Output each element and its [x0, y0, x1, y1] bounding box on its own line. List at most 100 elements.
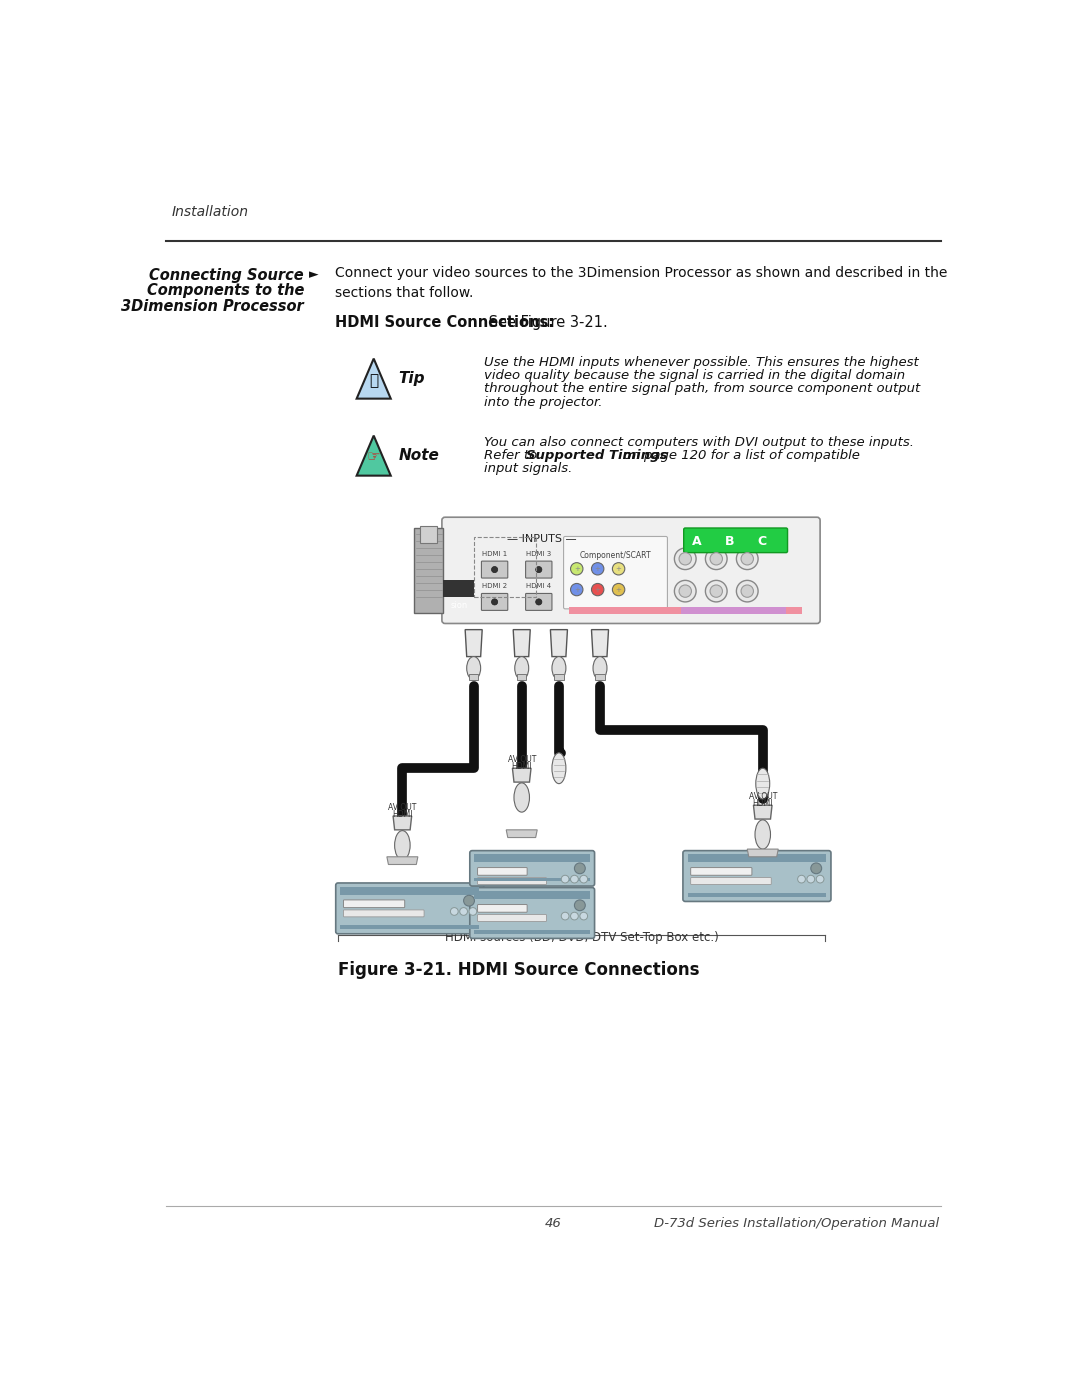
Circle shape: [570, 584, 583, 595]
Ellipse shape: [467, 657, 481, 680]
Bar: [469, 673, 478, 680]
Circle shape: [807, 876, 814, 883]
Text: into the projector.: into the projector.: [484, 395, 603, 408]
FancyBboxPatch shape: [477, 915, 546, 922]
FancyBboxPatch shape: [526, 594, 552, 610]
Bar: [474, 538, 537, 598]
Circle shape: [592, 584, 604, 595]
Circle shape: [741, 553, 754, 564]
Circle shape: [612, 584, 625, 595]
Circle shape: [710, 585, 723, 598]
Bar: [688, 893, 826, 897]
Text: Connecting Source: Connecting Source: [149, 268, 303, 282]
FancyBboxPatch shape: [683, 851, 831, 901]
Circle shape: [460, 908, 468, 915]
Text: AV OUT: AV OUT: [748, 792, 777, 800]
Text: +: +: [573, 566, 580, 571]
Circle shape: [562, 912, 569, 921]
Text: +: +: [616, 566, 621, 571]
Ellipse shape: [756, 768, 770, 799]
Bar: [681, 606, 786, 615]
Circle shape: [710, 553, 723, 564]
Circle shape: [679, 585, 691, 598]
Circle shape: [570, 563, 583, 576]
Text: Component/SCART: Component/SCART: [580, 550, 651, 560]
Text: 3Dimension Processor: 3Dimension Processor: [121, 299, 303, 313]
Text: input signals.: input signals.: [484, 462, 572, 475]
Bar: [474, 877, 590, 882]
FancyBboxPatch shape: [442, 517, 820, 623]
Text: Installation: Installation: [172, 204, 248, 218]
Circle shape: [679, 553, 691, 564]
Bar: [414, 528, 444, 613]
Polygon shape: [465, 630, 482, 657]
Bar: [474, 855, 590, 862]
Bar: [420, 527, 437, 543]
Bar: [340, 887, 480, 894]
FancyBboxPatch shape: [482, 562, 508, 578]
Text: Tip: Tip: [399, 372, 426, 386]
Text: +: +: [616, 587, 621, 592]
Text: sion: sion: [450, 601, 468, 610]
Bar: [554, 673, 564, 680]
FancyBboxPatch shape: [477, 904, 527, 912]
Text: Note: Note: [399, 448, 440, 464]
Polygon shape: [393, 816, 411, 830]
Circle shape: [705, 580, 727, 602]
Ellipse shape: [514, 782, 529, 812]
Text: +: +: [573, 587, 580, 592]
Ellipse shape: [552, 753, 566, 784]
Circle shape: [816, 876, 824, 883]
Bar: [340, 925, 480, 929]
Circle shape: [469, 908, 476, 915]
Text: AV OUT: AV OUT: [508, 756, 536, 764]
Circle shape: [570, 912, 578, 921]
FancyBboxPatch shape: [684, 528, 787, 553]
Circle shape: [674, 548, 697, 570]
Text: B: B: [725, 535, 734, 548]
Text: C: C: [757, 535, 767, 548]
Polygon shape: [592, 630, 608, 657]
Text: AV OUT: AV OUT: [388, 803, 417, 812]
Bar: [595, 673, 605, 680]
Polygon shape: [356, 359, 391, 398]
Ellipse shape: [515, 657, 529, 680]
Circle shape: [741, 585, 754, 598]
Circle shape: [705, 548, 727, 570]
FancyBboxPatch shape: [691, 868, 752, 876]
FancyBboxPatch shape: [470, 851, 595, 886]
FancyBboxPatch shape: [526, 562, 552, 578]
Text: HDMI sources (BD, DVD, DTV Set-Top Box etc.): HDMI sources (BD, DVD, DTV Set-Top Box e…: [445, 932, 718, 944]
Text: +: +: [595, 587, 600, 592]
Text: — INPUTS —: — INPUTS —: [507, 534, 577, 545]
Circle shape: [575, 900, 585, 911]
Circle shape: [580, 876, 588, 883]
Circle shape: [562, 876, 569, 883]
Ellipse shape: [552, 657, 566, 680]
Text: HDMI 3: HDMI 3: [526, 550, 552, 557]
Circle shape: [491, 599, 498, 605]
Circle shape: [570, 876, 578, 883]
Text: HDMI 2: HDMI 2: [482, 584, 508, 590]
Circle shape: [674, 580, 697, 602]
Circle shape: [463, 895, 474, 907]
Polygon shape: [512, 768, 531, 782]
Circle shape: [811, 863, 822, 873]
Polygon shape: [387, 856, 418, 865]
Polygon shape: [747, 849, 779, 856]
Bar: [517, 673, 526, 680]
Text: Components to the: Components to the: [147, 284, 303, 298]
Circle shape: [612, 563, 625, 576]
Text: Refer to: Refer to: [484, 448, 541, 461]
Polygon shape: [513, 630, 530, 657]
Circle shape: [536, 599, 542, 605]
Text: See Figure 3-21.: See Figure 3-21.: [484, 316, 607, 331]
Circle shape: [536, 567, 542, 573]
Polygon shape: [551, 630, 567, 657]
FancyBboxPatch shape: [336, 883, 484, 933]
Text: 46: 46: [545, 1217, 562, 1231]
Text: D-73d Series Installation/Operation Manual: D-73d Series Installation/Operation Manu…: [654, 1217, 940, 1231]
Text: on page 120 for a list of compatible: on page 120 for a list of compatible: [619, 448, 861, 461]
FancyBboxPatch shape: [482, 594, 508, 610]
FancyBboxPatch shape: [343, 909, 424, 916]
